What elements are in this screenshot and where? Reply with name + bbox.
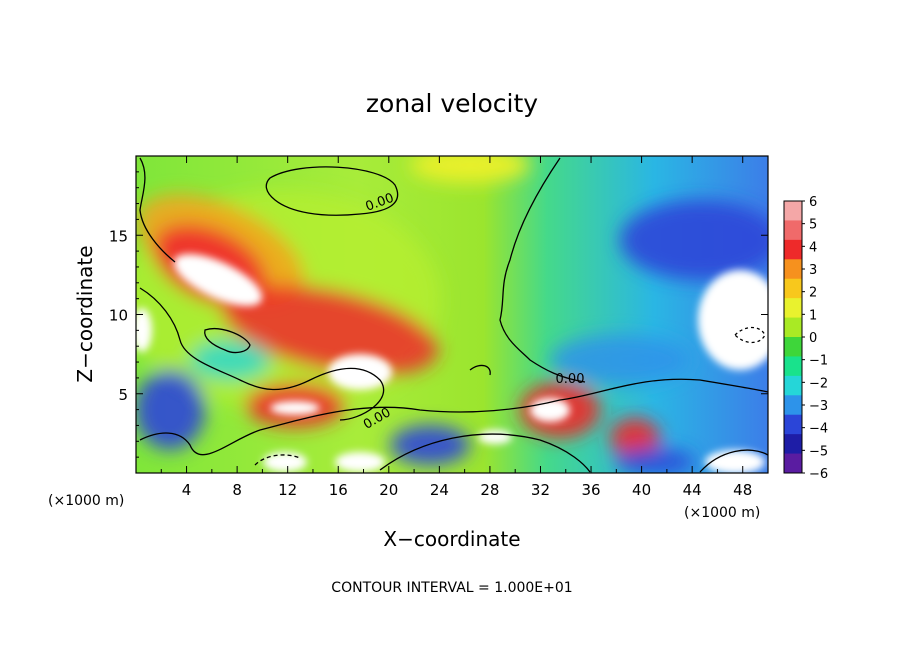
colorbar-swatch (784, 201, 802, 221)
y-axis-label: Z−coordinate (73, 245, 97, 382)
x-tick-label: 44 (683, 481, 702, 499)
x-tick-label: 48 (733, 481, 752, 499)
saturated-region-left (173, 253, 263, 307)
chart-title: zonal velocity (366, 89, 538, 118)
x-tick-label: 28 (480, 481, 499, 499)
saturated-region-bottom-4 (705, 450, 765, 473)
contour-right-bottom (699, 449, 768, 473)
saturated-region-bottom-2 (335, 452, 385, 472)
contour-top-closed (265, 166, 399, 216)
colorbar-swatch (784, 395, 802, 416)
colorbar-swatch (784, 259, 802, 280)
colorbar-label: −4 (809, 422, 828, 437)
colorbar-swatch (784, 356, 802, 377)
x-unit-left: (×1000 m) (48, 493, 124, 509)
x-tick-label: 40 (632, 481, 651, 499)
field-blue-right (550, 335, 690, 385)
field-blue-upper-right (620, 200, 768, 280)
colorbar-swatch (784, 239, 802, 260)
colorbar-label: −2 (809, 376, 828, 391)
field-blue-lower-left (136, 370, 205, 450)
x-tick-label: 4 (182, 481, 192, 499)
x-unit-right: (×1000 m) (684, 505, 760, 521)
colorbar-swatch (784, 453, 802, 474)
colorbar-swatch (784, 414, 802, 435)
saturated-region-bottom-1 (263, 452, 307, 472)
colorbar-swatch (784, 375, 802, 396)
colorbar-label: 3 (809, 263, 817, 278)
x-tick-label: 32 (531, 481, 550, 499)
field-red-band (222, 284, 438, 376)
contour-labels: 0.000.000.00 (361, 191, 585, 433)
y-tick-label: 10 (109, 307, 128, 325)
saturated-region-left-edge (136, 308, 152, 352)
colorbar-label: −6 (809, 467, 828, 482)
contour-small-2 (469, 364, 491, 376)
contour-small-1 (204, 328, 251, 354)
saturated-region-low-right (530, 398, 570, 422)
contour-interval-footer: CONTOUR INTERVAL = 1.000E+01 (331, 580, 572, 596)
colorbar-swatch (784, 298, 802, 319)
x-tick-label: 36 (581, 481, 600, 499)
y-tick-label: 15 (109, 227, 128, 245)
field-blue-bottom-right (615, 448, 695, 473)
field-red-far-right (610, 418, 660, 458)
x-tick-label: 20 (379, 481, 398, 499)
colorbar-swatch (784, 434, 802, 455)
colorbar-label: 0 (809, 331, 817, 346)
y-axis: 5 10 15 (109, 171, 768, 458)
contour-dashed-1 (254, 454, 301, 466)
colorbar-swatch (784, 278, 802, 299)
plot-area: 0.000.000.00 (136, 156, 768, 473)
x-tick-label: 24 (430, 481, 449, 499)
colorbar: 6 5 4 3 2 1 0 −1 −2 −3 −4 −5 −6 (783, 195, 828, 482)
field-blue-bottom-mid (390, 425, 470, 465)
contour-bottom-arc (379, 433, 591, 473)
contour-label: 0.00 (556, 372, 585, 387)
field-yellow-top (410, 156, 530, 183)
saturated-region-low-left (270, 401, 320, 415)
saturated-region-right-edge (698, 270, 768, 370)
contour-low-band (139, 378, 768, 456)
colorbar-swatch (784, 317, 802, 338)
contour-left-upper (139, 157, 176, 263)
colorbar-label: 1 (809, 308, 817, 323)
colorbar-label: 6 (809, 195, 817, 210)
field-cyan-lower-left (190, 340, 270, 380)
x-axis-label: X−coordinate (383, 527, 520, 551)
colorbar-label: 5 (809, 218, 817, 233)
y-tick-label: 5 (118, 386, 128, 404)
x-tick-label: 16 (329, 481, 348, 499)
saturated-region-mid (328, 354, 392, 390)
colorbar-label: 4 (809, 240, 817, 255)
colorbar-label: −1 (809, 354, 828, 369)
colorbar-swatch (784, 220, 802, 241)
x-axis: 4 8 12 16 20 24 28 32 36 40 44 48 (160, 156, 752, 499)
x-tick-label: 8 (232, 481, 242, 499)
contour-left-band (139, 287, 385, 421)
colorbar-label: −5 (809, 444, 828, 459)
colorbar-swatch (784, 337, 802, 357)
contour-main-divide (499, 157, 586, 383)
zero-contours (139, 157, 768, 473)
x-tick-label: 12 (278, 481, 297, 499)
colorbar-label: 2 (809, 286, 817, 301)
saturated-region-bottom-3 (478, 430, 512, 444)
colorbar-label: −3 (809, 399, 828, 414)
